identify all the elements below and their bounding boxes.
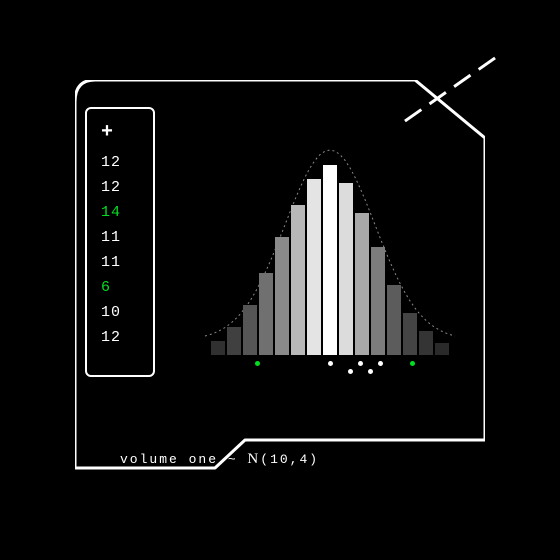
sidebar-item[interactable]: 6: [87, 275, 153, 300]
bar: [275, 237, 289, 355]
dot: [368, 369, 373, 374]
caption-dist-symbol: N: [247, 451, 260, 467]
bar: [371, 247, 385, 355]
add-icon[interactable]: +: [87, 119, 153, 150]
bar: [243, 305, 257, 355]
sidebar-item[interactable]: 12: [87, 325, 153, 350]
bar: [403, 313, 417, 355]
sidebar-item[interactable]: 14: [87, 200, 153, 225]
caption-params: (10,4): [260, 452, 319, 467]
dot: [255, 361, 260, 366]
bar: [419, 331, 433, 355]
bar: [387, 285, 401, 355]
caption: volume one ~ N(10,4): [120, 451, 319, 468]
bar: [307, 179, 321, 355]
caption-prefix: volume one ~: [120, 452, 247, 467]
dot: [328, 361, 333, 366]
dot: [358, 361, 363, 366]
histogram-chart: [200, 145, 460, 375]
dot: [410, 361, 415, 366]
bar: [211, 341, 225, 355]
bar: [227, 327, 241, 355]
sidebar-item[interactable]: 10: [87, 300, 153, 325]
sidebar-item[interactable]: 11: [87, 250, 153, 275]
bar: [355, 213, 369, 355]
dot: [378, 361, 383, 366]
sidebar: + 121214111161012: [85, 107, 155, 377]
bar: [291, 205, 305, 355]
bar: [259, 273, 273, 355]
sidebar-item[interactable]: 12: [87, 175, 153, 200]
sidebar-item[interactable]: 11: [87, 225, 153, 250]
histogram-bars: [200, 165, 460, 355]
bar: [323, 165, 337, 355]
dot: [348, 369, 353, 374]
sidebar-item[interactable]: 12: [87, 150, 153, 175]
dot-strip: [200, 357, 460, 375]
bar: [339, 183, 353, 355]
bar: [435, 343, 449, 355]
